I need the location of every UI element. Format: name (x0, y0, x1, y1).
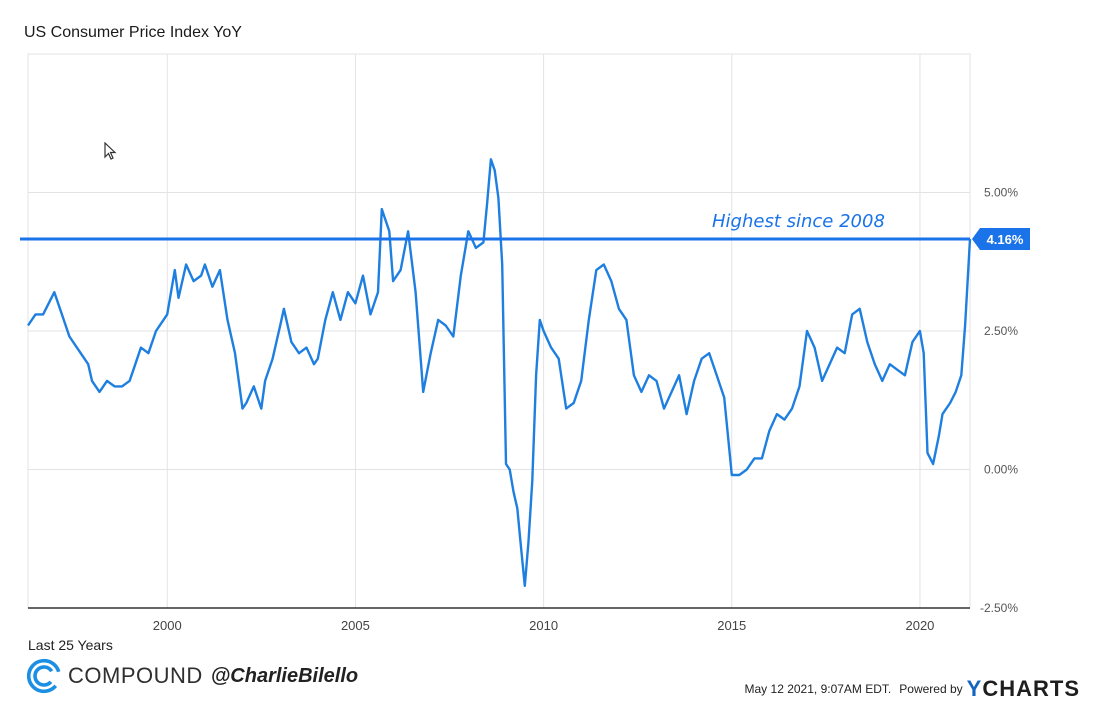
x-tick-label: 2000 (153, 618, 182, 633)
ycharts-logo-accent: Y (966, 676, 983, 701)
timestamp: May 12 2021, 9:07AM EDT. (744, 682, 892, 696)
y-tick-label: 0.00% (984, 463, 1018, 477)
brand-handle: @CharlieBilello (210, 664, 359, 687)
y-tick-label: 2.50% (984, 324, 1018, 338)
x-tick-label: 2020 (905, 618, 934, 633)
ycharts-logo[interactable]: YCHARTS (967, 676, 1080, 702)
chart-title: US Consumer Price Index YoY (24, 24, 242, 41)
brand-name: COMPOUND (68, 663, 203, 688)
powered-by-label: Powered by (899, 682, 963, 696)
ycharts-logo-text: CHARTS (982, 676, 1080, 701)
y-tick-label: 5.00% (984, 186, 1018, 200)
compound-logo-icon (26, 658, 62, 694)
x-tick-label: 2010 (529, 618, 558, 633)
highest-since-annotation: Highest since 2008 (712, 211, 885, 232)
mouse-cursor-icon (104, 142, 117, 160)
axis-layer: 5.00% 2.50% 0.00% -2.50% 2000 2005 2010 2015 202… (153, 186, 1019, 634)
x-tick-label: 2005 (341, 618, 370, 633)
range-label: Last 25 Years (28, 637, 113, 653)
cpi-series-line (27, 158, 972, 587)
annotation-layer: Highest since 2008 4.16% (20, 211, 1030, 251)
value-badge (972, 228, 1030, 251)
grid-layer (27, 53, 971, 609)
x-tick-label: 2015 (717, 618, 746, 633)
footer-attribution: May 12 2021, 9:07AM EDT. Powered by YCHA… (745, 676, 1080, 702)
series-layer (27, 158, 972, 587)
value-badge-label: 4.16% (987, 232, 1024, 247)
y-tick-label: -2.50% (980, 601, 1018, 615)
brand: COMPOUND @CharlieBilello (26, 656, 358, 696)
